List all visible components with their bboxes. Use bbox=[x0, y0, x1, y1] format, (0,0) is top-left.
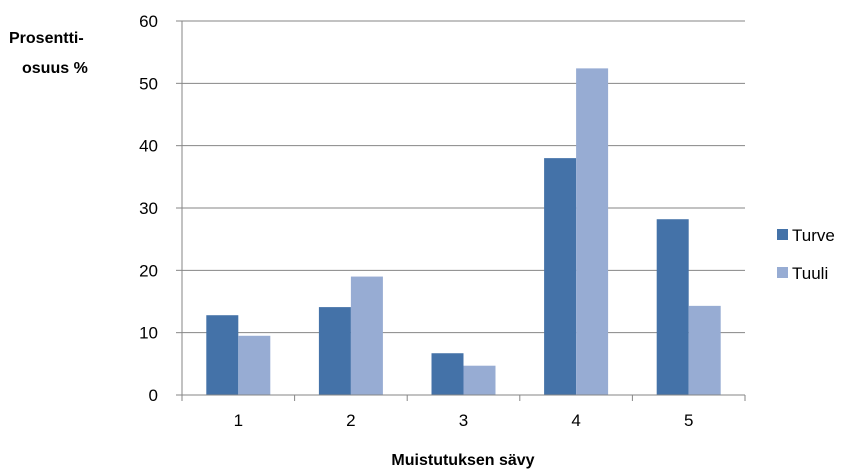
axes bbox=[176, 20, 746, 401]
x-tick-label: 2 bbox=[346, 411, 355, 430]
bar-turve-3 bbox=[431, 353, 464, 395]
y-tick-label: 10 bbox=[139, 324, 158, 343]
bar-tuuli-4 bbox=[576, 68, 609, 395]
x-tick-label: 5 bbox=[684, 411, 693, 430]
gridlines bbox=[182, 20, 745, 334]
legend-label-tuuli: Tuuli bbox=[792, 264, 828, 283]
y-tick-labels: 0 10 20 30 40 50 60 bbox=[139, 12, 158, 405]
bar-tuuli-2 bbox=[350, 276, 383, 395]
x-tick-label: 4 bbox=[571, 411, 580, 430]
bar-turve-5 bbox=[656, 219, 689, 395]
bar-tuuli-1 bbox=[238, 335, 271, 395]
bar-turve-2 bbox=[318, 307, 351, 395]
bar-turve-1 bbox=[206, 315, 239, 395]
x-tick-label: 3 bbox=[459, 411, 468, 430]
legend-label-turve: Turve bbox=[792, 226, 835, 245]
bar-tuuli-5 bbox=[688, 305, 721, 395]
y-axis-title-line1: Prosentti- bbox=[9, 30, 84, 47]
y-tick-label: 30 bbox=[139, 199, 158, 218]
bars bbox=[206, 68, 721, 395]
y-tick-label: 50 bbox=[139, 74, 158, 93]
y-axis-title-line2: osuus % bbox=[22, 60, 88, 77]
x-tick-labels: 1 2 3 4 5 bbox=[234, 411, 694, 430]
y-tick-label: 0 bbox=[149, 386, 158, 405]
legend-swatch-turve bbox=[777, 229, 788, 240]
legend: Turve Tuuli bbox=[777, 226, 835, 283]
bar-tuuli-3 bbox=[463, 365, 496, 395]
y-tick-label: 40 bbox=[139, 137, 158, 156]
legend-swatch-tuuli bbox=[777, 267, 788, 278]
bar-turve-4 bbox=[544, 158, 577, 395]
y-tick-label: 60 bbox=[139, 12, 158, 31]
x-axis-title: Muistutuksen sävy bbox=[391, 452, 534, 469]
x-tick-label: 1 bbox=[234, 411, 243, 430]
y-tick-label: 20 bbox=[139, 261, 158, 280]
